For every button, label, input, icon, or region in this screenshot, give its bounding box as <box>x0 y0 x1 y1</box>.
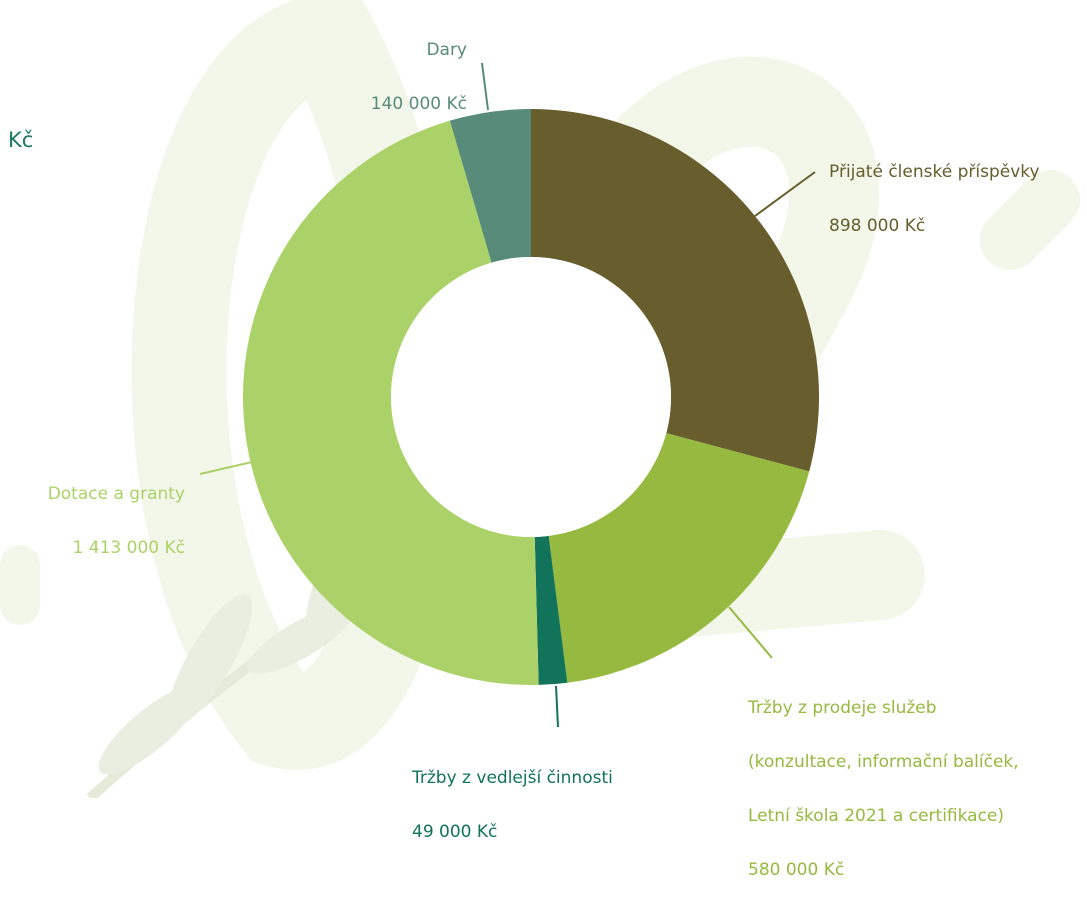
leader-line-prispevky <box>754 171 816 217</box>
label-dary: Dary 140 000 Kč <box>340 10 467 145</box>
leader-line-dotace <box>199 461 253 475</box>
leader-line-vedlejsi <box>555 685 559 728</box>
label-dotace: Dotace a granty 1 413 000 Kč <box>20 454 185 589</box>
label-sluzby-name-line2: (konzultace, informační balíček, <box>748 752 1019 772</box>
label-dary-name: Dary <box>426 40 467 60</box>
cutoff-value-text: 0 Kč <box>0 128 34 152</box>
label-sluzby-name-line3: Letní škola 2021 a certifikace) <box>748 806 1005 826</box>
slice-dary <box>449 109 531 263</box>
label-sluzby: Tržby z prodeje služeb (konzultace, info… <box>748 668 1019 911</box>
slice-prispevky <box>531 109 819 472</box>
label-prispevky-name: Přijaté členské příspěvky <box>829 162 1040 182</box>
slice-dotace <box>243 120 539 686</box>
leader-line-dary <box>481 62 489 111</box>
label-dary-value: 140 000 Kč <box>370 94 467 114</box>
donut-hole <box>391 257 671 537</box>
label-sluzby-value: 580 000 Kč <box>748 860 845 880</box>
label-vedlejsi-value: 49 000 Kč <box>412 822 498 842</box>
slice-vedlejsi <box>534 535 568 685</box>
label-prispevky-value: 898 000 Kč <box>829 216 926 236</box>
label-prispevky: Přijaté členské příspěvky 898 000 Kč <box>829 132 1040 267</box>
leader-line-sluzby <box>728 606 773 659</box>
label-dotace-name: Dotace a granty <box>47 484 185 504</box>
watermark-dash <box>0 545 40 625</box>
label-sluzby-name-line1: Tržby z prodeje služeb <box>748 698 937 718</box>
donut-chart <box>199 62 819 728</box>
slice-sluzby <box>548 433 810 683</box>
label-vedlejsi: Tržby z vedlejší činnosti 49 000 Kč <box>412 738 613 873</box>
label-dotace-value: 1 413 000 Kč <box>72 538 185 558</box>
label-vedlejsi-name: Tržby z vedlejší činnosti <box>412 768 613 788</box>
watermark-one <box>980 170 1080 270</box>
